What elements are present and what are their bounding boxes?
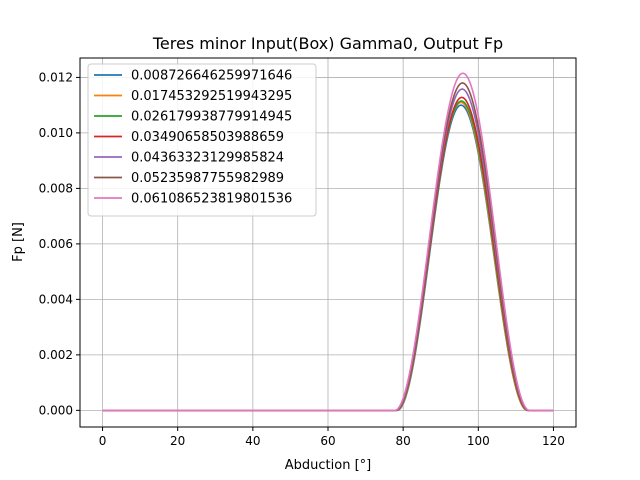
x-axis-ticks: 0 20 40 60 80 100 120 <box>99 427 565 448</box>
legend-box <box>87 63 317 217</box>
y-axis-label: Fp [N] <box>11 222 26 262</box>
y-axis-ticks: 0.000 0.002 0.004 0.006 0.008 0.010 0.012 <box>39 70 80 417</box>
x-tick-label: 40 <box>245 434 260 448</box>
x-tick-label: 120 <box>542 434 565 448</box>
legend-label: 0.04363323129985824 <box>131 151 284 166</box>
x-tick-label: 100 <box>467 434 490 448</box>
x-tick-label: 80 <box>396 434 411 448</box>
legend-label: 0.017453292519943295 <box>131 89 292 104</box>
chart-title: Teres minor Input(Box) Gamma0, Output Fp <box>152 34 503 53</box>
x-axis-label: Abduction [°] <box>285 458 371 473</box>
y-tick-label: 0.000 <box>39 403 73 417</box>
y-tick-label: 0.010 <box>39 126 73 140</box>
x-tick-label: 60 <box>320 434 335 448</box>
series-line <box>102 72 554 412</box>
x-tick-label: 20 <box>170 434 185 448</box>
y-tick-label: 0.006 <box>39 237 73 251</box>
legend-label: 0.026179938779914945 <box>131 110 292 125</box>
legend-label: 0.061086523819801536 <box>131 192 292 207</box>
legend: 0.008726646259971646 0.017453292519943295… <box>87 63 317 217</box>
x-tick-label: 0 <box>99 434 107 448</box>
legend-label: 0.008726646259971646 <box>131 69 292 84</box>
y-tick-label: 0.012 <box>39 70 73 84</box>
series-lines <box>102 72 554 412</box>
legend-label: 0.05235987755982989 <box>131 171 284 186</box>
legend-label: 0.03490658503988659 <box>131 130 284 145</box>
y-tick-label: 0.004 <box>39 292 73 306</box>
y-tick-label: 0.002 <box>39 348 73 362</box>
y-tick-label: 0.008 <box>39 181 73 195</box>
